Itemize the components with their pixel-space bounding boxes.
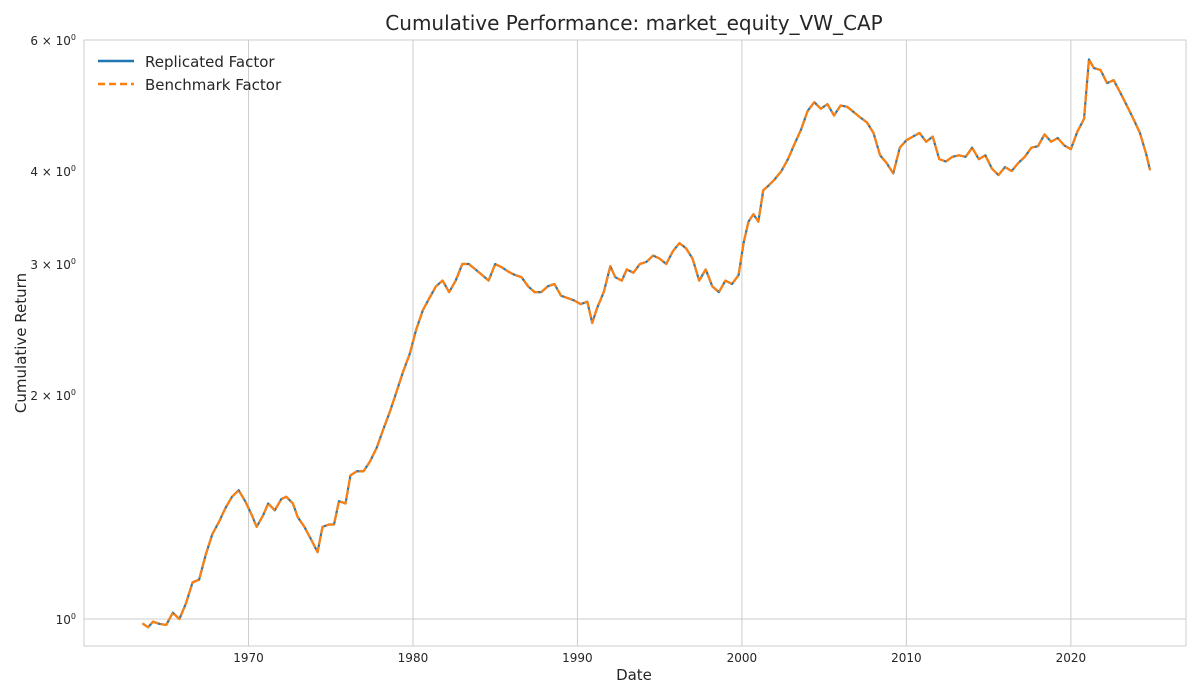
x-tick-label: 2020 (1056, 651, 1087, 665)
x-axis-label: Date (616, 666, 652, 684)
series-lines (142, 58, 1151, 629)
series-line-benchmark-factor (142, 58, 1151, 629)
y-tick-label: 6 × 100 (30, 33, 76, 48)
x-tick-label: 1970 (233, 651, 264, 665)
legend-label-benchmark: Benchmark Factor (145, 76, 282, 94)
y-tick-label: 3 × 100 (30, 257, 76, 272)
y-axis-label: Cumulative Return (12, 273, 30, 413)
legend-label-replicated: Replicated Factor (145, 53, 275, 71)
x-tick-label: 1990 (562, 651, 593, 665)
plot-frame (83, 39, 1187, 647)
y-axis-ticks: 100 2 × 100 3 × 100 4 × 100 6 × 100 (30, 33, 76, 627)
chart-title: Cumulative Performance: market_equity_VW… (385, 11, 882, 35)
y-tick-label: 4 × 100 (30, 164, 76, 179)
y-tick-label: 2 × 100 (30, 388, 76, 403)
y-tick-label: 100 (56, 612, 76, 627)
x-tick-label: 2010 (891, 651, 922, 665)
x-tick-label: 1980 (398, 651, 429, 665)
legend: Replicated Factor Benchmark Factor (98, 53, 282, 94)
plot-area (83, 39, 1187, 647)
x-axis-ticks: 1970 1980 1990 2000 2010 2020 (233, 651, 1086, 665)
x-tick-label: 2000 (727, 651, 758, 665)
